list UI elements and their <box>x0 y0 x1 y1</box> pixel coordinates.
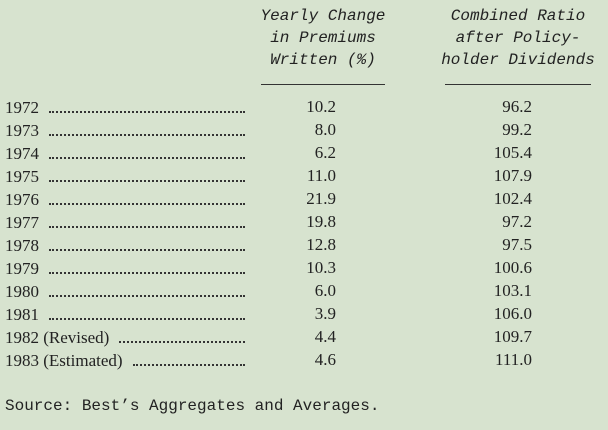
year-label: 1981 <box>5 305 39 324</box>
year-label: 1974 <box>5 144 39 163</box>
dot-leader <box>49 134 245 136</box>
dot-leader <box>49 295 245 297</box>
cell-value: 106.0 <box>493 304 532 323</box>
year-label: 1982 (Revised) <box>5 328 110 347</box>
year-label: 1976 <box>5 190 39 209</box>
year-label: 1973 <box>5 121 39 140</box>
cell-value: 10.2 <box>306 97 336 116</box>
dot-leader <box>119 341 245 343</box>
cell-value: 102.4 <box>493 189 532 208</box>
dot-leader <box>49 318 245 320</box>
header-underline <box>261 84 385 85</box>
row-label: 1972 <box>5 96 245 118</box>
row-label: 1976 <box>5 188 245 210</box>
dot-leader <box>49 249 245 251</box>
cell-value: 6.0 <box>314 281 336 300</box>
cell-value: 96.2 <box>502 97 532 116</box>
column-header: Yearly Change <box>260 7 386 25</box>
row-label: 1974 <box>5 142 245 164</box>
row-label: 1979 <box>5 257 245 279</box>
cell-value: 3.9 <box>314 304 336 323</box>
row-label: 1977 <box>5 211 245 233</box>
cell-value: 103.1 <box>493 281 532 300</box>
row-label: 1981 <box>5 303 245 325</box>
cell-value: 100.6 <box>493 258 532 277</box>
cell-value: 105.4 <box>493 143 532 162</box>
column-header: after Policy- <box>455 29 581 47</box>
row-label: 1980 <box>5 280 245 302</box>
cell-value: 97.5 <box>502 235 532 254</box>
cell-value: 99.2 <box>502 120 532 139</box>
cell-value: 4.6 <box>314 350 336 369</box>
cell-value: 10.3 <box>306 258 336 277</box>
cell-value: 11.0 <box>306 166 336 185</box>
dot-leader <box>132 364 245 366</box>
cell-value: 4.4 <box>314 327 336 346</box>
year-label: 1978 <box>5 236 39 255</box>
year-label: 1977 <box>5 213 39 232</box>
row-label: 1978 <box>5 234 245 256</box>
column-header: holder Dividends <box>441 51 595 69</box>
year-label: 1980 <box>5 282 39 301</box>
cell-value: 6.2 <box>314 143 336 162</box>
cell-value: 97.2 <box>502 212 532 231</box>
dot-leader <box>49 272 245 274</box>
row-label: 1983 (Estimated) <box>5 349 245 371</box>
header-underline <box>445 84 591 85</box>
cell-value: 109.7 <box>493 327 532 346</box>
column-header: Written (%) <box>270 51 376 69</box>
cell-value: 21.9 <box>306 189 336 208</box>
dot-leader <box>49 111 245 113</box>
dot-leader <box>49 203 245 205</box>
year-label: 1979 <box>5 259 39 278</box>
row-label: 1982 (Revised) <box>5 326 245 348</box>
row-label: 1975 <box>5 165 245 187</box>
cell-value: 12.8 <box>306 235 336 254</box>
row-label: 1973 <box>5 119 245 141</box>
cell-value: 8.0 <box>314 120 336 139</box>
source-note: Source: Best’s Aggregates and Averages. <box>5 397 380 415</box>
year-label: 1972 <box>5 98 39 117</box>
year-label: 1983 (Estimated) <box>5 351 123 370</box>
dot-leader <box>49 157 245 159</box>
dot-leader <box>49 226 245 228</box>
column-header: Combined Ratio <box>450 7 586 25</box>
cell-value: 107.9 <box>493 166 532 185</box>
dot-leader <box>49 180 245 182</box>
column-header: in Premiums <box>270 29 376 47</box>
cell-value: 19.8 <box>306 212 336 231</box>
cell-value: 111.0 <box>495 350 532 369</box>
year-label: 1975 <box>5 167 39 186</box>
